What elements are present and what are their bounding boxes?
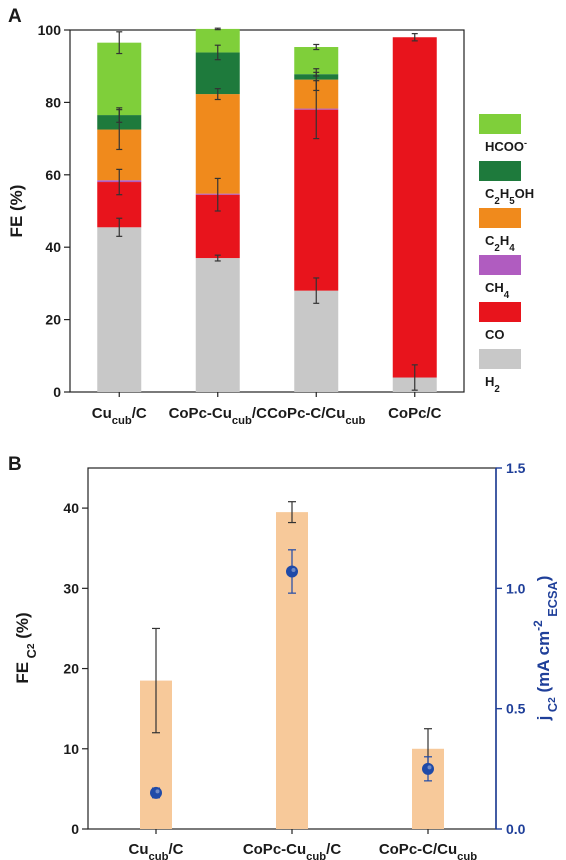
panel-b-jc2-point-2 [422,762,434,775]
panel-b-y-tick-1: 10 [63,741,79,757]
panel-b-y-axis-label: FE C2 (%) [13,612,39,683]
panel-a-bar-H2-2 [294,290,339,392]
panel-a-bar-H2-1 [195,258,240,392]
panel-a-x-label-2: CoPc-C/Cucub [267,405,365,427]
panel-a-y-ticks: 0 20 40 60 80 100 [38,22,70,400]
panel-a-bar-C2H4-1 [195,94,240,194]
panel-a-letter: A [8,6,22,27]
panel-b-right-tick-2: 1.0 [506,580,526,596]
panel-b-y-tick-0: 0 [71,821,79,837]
panel-a-bar-HCOO-1 [195,28,240,53]
panel-a-error-bars [116,27,418,391]
panel-b-right-tick-0: 0.0 [506,821,526,837]
panel-a-y-tick-5: 100 [38,22,62,38]
panel-a-x-labels: Cucub/C CoPc-Cucub/C CoPc-C/Cucub CoPc/C [92,392,442,427]
panel-b-jc2-points [150,549,434,799]
panel-a-y-tick-1: 20 [45,312,61,328]
panel-a-legend-label-C2H5OH: C2H5OH [485,186,534,207]
panel-b-y-ticks: 0 10 20 30 40 [63,500,88,837]
panel-b-x-label-0: Cucub/C [128,841,183,860]
panel-a-legend-swatch-C2H4 [479,208,521,228]
panel-a-bar-CO-2 [294,109,339,291]
panel-a-legend-swatch-CO [479,302,521,322]
panel-b-jc2-point-0 [150,786,162,799]
panel-a-legend-swatch-CH4 [479,255,521,275]
panel-a-bar-CO-3 [392,37,437,378]
panel-a-plot-frame [69,29,465,393]
panel-b-letter: B [8,454,22,475]
panel-b-right-ticks: 0.0 0.5 1.0 1.5 [496,460,526,837]
panel-b-jc2-point-highlight-0 [155,789,160,794]
panel-b-jc2-point-highlight-2 [427,765,432,770]
panel-b-x-label-2: CoPc-C/Cucub [379,841,477,860]
panel-a-legend: HCOO- C2H5OH C2H4 CH4 CO H2 [479,114,534,395]
panel-b-chart: B FE C2 (%) j C2 (mA cm-2 ECSA) 0 10 20 30 4… [8,454,560,860]
panel-a-legend-label-HCOO: HCOO- [485,138,527,154]
panel-a-legend-label-C2H4: C2H4 [485,233,515,254]
panel-a-y-axis-label: FE (%) [7,185,26,238]
panel-b-x-labels: Cucub/C CoPc-Cucub/C CoPc-C/Cucub [128,829,477,860]
panel-a-bars [97,28,437,392]
panel-b-y-tick-2: 20 [63,661,79,677]
panel-b-right-tick-3: 1.5 [506,460,526,476]
panel-b-x-label-1: CoPc-Cucub/C [243,841,342,860]
panel-a-legend-label-H2: H2 [485,374,500,395]
panel-a-y-tick-2: 40 [45,239,61,255]
panel-b-y-tick-3: 30 [63,580,79,596]
panel-a-x-label-3: CoPc/C [388,405,442,422]
panel-a-y-tick-0: 0 [53,384,61,400]
panel-a-y-tick-3: 60 [45,167,61,183]
panel-b-jc2-point-highlight-1 [291,567,296,572]
panel-b-y-tick-4: 40 [63,500,79,516]
panel-a-chart: A FE (%) 0 20 40 60 80 100 Cucub/C CoPc-Cucub/… [7,6,534,427]
panel-a-bar-H2-0 [97,227,142,392]
panel-b-jc2-point-1 [286,565,298,578]
panel-a-legend-label-CO: CO [485,327,505,342]
panel-b-right-tick-1: 0.5 [506,701,526,717]
panel-a-x-label-1: CoPc-Cucub/C [169,405,268,427]
panel-a-legend-swatch-HCOO [479,114,521,134]
panel-a-legend-swatch-C2H5OH [479,161,521,181]
panel-a-x-label-0: Cucub/C [92,405,147,427]
panel-a-y-tick-4: 80 [45,94,61,110]
panel-a-bar-HCOO-0 [97,42,142,116]
panel-b-right-axis-label: j C2 (mA cm-2 ECSA) [531,576,560,722]
panel-a-legend-swatch-H2 [479,349,521,369]
panel-a-legend-label-CH4: CH4 [485,280,510,301]
